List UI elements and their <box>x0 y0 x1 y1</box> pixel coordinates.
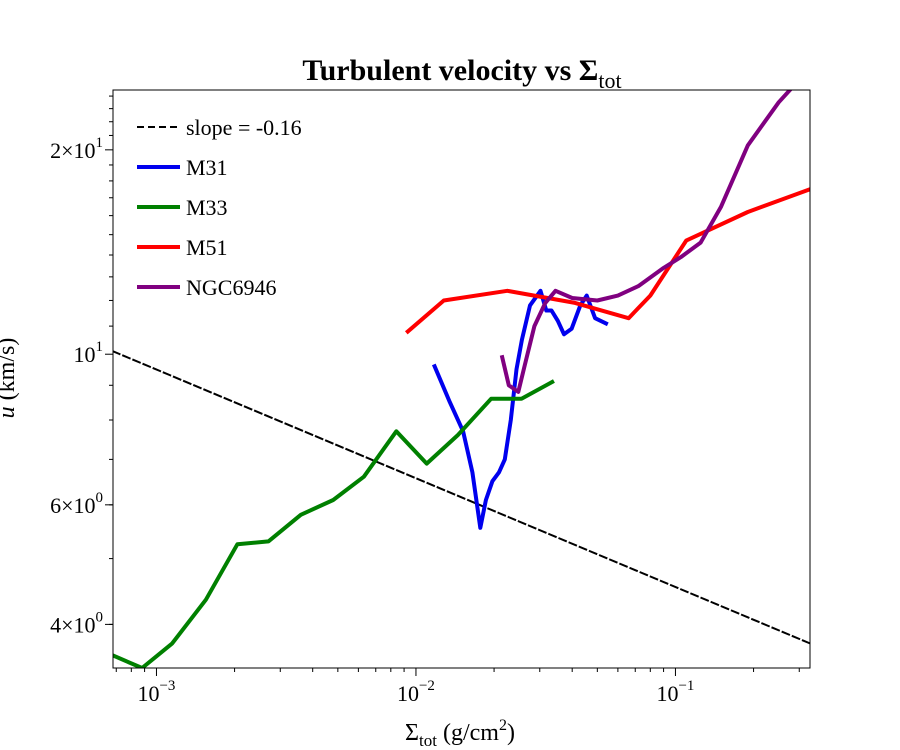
series-layer <box>113 90 810 668</box>
legend: slope = -0.16 M31 M33 M51 NGC6946 <box>137 115 302 300</box>
y-tick-label: 4×100 <box>50 609 103 637</box>
x-tick-label: 10−2 <box>397 678 435 706</box>
y-tick-label: 101 <box>74 339 104 367</box>
legend-label: M31 <box>186 155 228 180</box>
y-tick-label: 2×101 <box>50 135 103 163</box>
x-tick-label: 10−1 <box>656 678 694 706</box>
series-line-ngc6946 <box>499 90 793 394</box>
series-line-m51 <box>404 187 810 335</box>
y-tick-label: 6×100 <box>50 490 103 518</box>
x-tick-label: 10−3 <box>137 678 175 706</box>
legend-label: M51 <box>186 235 228 260</box>
series-line-m33 <box>113 379 555 668</box>
legend-label: slope = -0.16 <box>186 115 302 140</box>
plot-frame <box>112 89 811 669</box>
legend-label: NGC6946 <box>186 275 276 300</box>
axis-ticks: 10−3 10−2 10−1 4×100 6×100 101 2×101 <box>50 95 800 706</box>
series-line-m31 <box>431 288 609 530</box>
y-axis-label: u (km/s) <box>0 338 20 419</box>
series-line-slope-0-16 <box>113 350 810 645</box>
x-axis-label: Σtot (g/cm2) <box>405 717 515 750</box>
legend-label: M33 <box>186 195 228 220</box>
chart-title: Turbulent velocity vs Σtot <box>302 54 621 93</box>
